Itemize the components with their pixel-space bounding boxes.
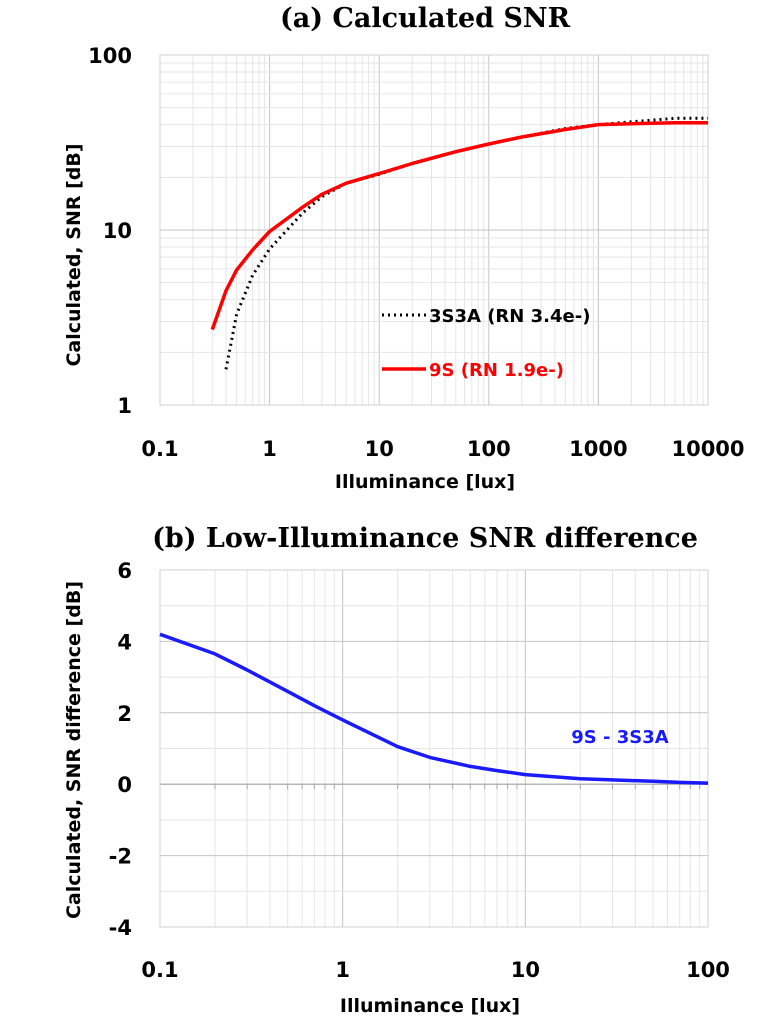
a-series-line-1 xyxy=(210,121,708,331)
chart-a-title: (a) Calculated SNR xyxy=(280,3,571,34)
chart-b-grid xyxy=(159,569,708,928)
a-series-line-0 xyxy=(224,116,708,370)
a-y-tick-label: 100 xyxy=(88,44,132,68)
a-x-tick-label: 10 xyxy=(365,437,394,461)
a-x-tick-label: 100 xyxy=(467,437,511,461)
b-y-tick-label: -2 xyxy=(109,845,132,869)
b-x-tick-label: 0.1 xyxy=(141,958,178,982)
chart-a-x-axis-label: Illuminance [lux] xyxy=(335,471,515,493)
chart-b-x-axis-label: Illuminance [lux] xyxy=(340,995,520,1017)
chart-b-x-ticks: 0.1 1 10 100 xyxy=(141,958,730,982)
chart-a-legend: 3S3A (RN 3.4e-) 9S (RN 1.9e-) xyxy=(382,306,590,381)
chart-a-x-ticks: 0.1 1 10 100 1000 10000 xyxy=(141,437,744,461)
b-y-tick-label: 0 xyxy=(117,773,132,797)
chart-b-series xyxy=(159,632,709,785)
chart-b-y-axis-label: Calculated, SNR difference [dB] xyxy=(63,581,85,919)
b-y-tick-label: 2 xyxy=(117,702,132,726)
chart-a-series xyxy=(210,116,708,370)
a-y-tick-label: 1 xyxy=(117,394,132,418)
chart-b-series-label: 9S - 3S3A xyxy=(571,727,669,748)
b-x-tick-label: 10 xyxy=(511,958,540,982)
chart-a-y-ticks: 1 10 100 xyxy=(88,44,132,418)
a-x-tick-label: 1 xyxy=(262,437,277,461)
legend-label-3s3a: 3S3A (RN 3.4e-) xyxy=(429,306,590,327)
a-x-tick-label: 0.1 xyxy=(141,437,178,461)
a-x-tick-label: 1000 xyxy=(569,437,627,461)
b-y-tick-label: 6 xyxy=(117,559,132,583)
chart-b-title: (b) Low-Illuminance SNR difference xyxy=(152,523,698,554)
legend-label-9s: 9S (RN 1.9e-) xyxy=(429,360,564,381)
chart-b-y-ticks: -4 -2 0 2 4 6 xyxy=(109,559,132,940)
chart-b-plot-area xyxy=(159,569,709,928)
b-series-line-0 xyxy=(159,632,709,785)
b-x-tick-label: 1 xyxy=(335,958,350,982)
b-x-tick-label: 100 xyxy=(686,958,730,982)
a-y-tick-label: 10 xyxy=(103,219,132,243)
a-x-tick-label: 10000 xyxy=(671,437,744,461)
b-y-tick-label: 4 xyxy=(117,630,132,654)
b-y-tick-label: -4 xyxy=(109,916,132,940)
chart-a-grid xyxy=(159,55,708,406)
chart-a: (a) Calculated SNR 0.1 1 10 100 1000 10000 11… xyxy=(63,3,745,493)
chart-a-plot-area xyxy=(159,54,709,406)
chart-b: (b) Low-Illuminance SNR difference 0.1 1 1… xyxy=(63,523,730,1017)
chart-a-y-axis-label: Calculated, SNR [dB] xyxy=(63,143,85,366)
